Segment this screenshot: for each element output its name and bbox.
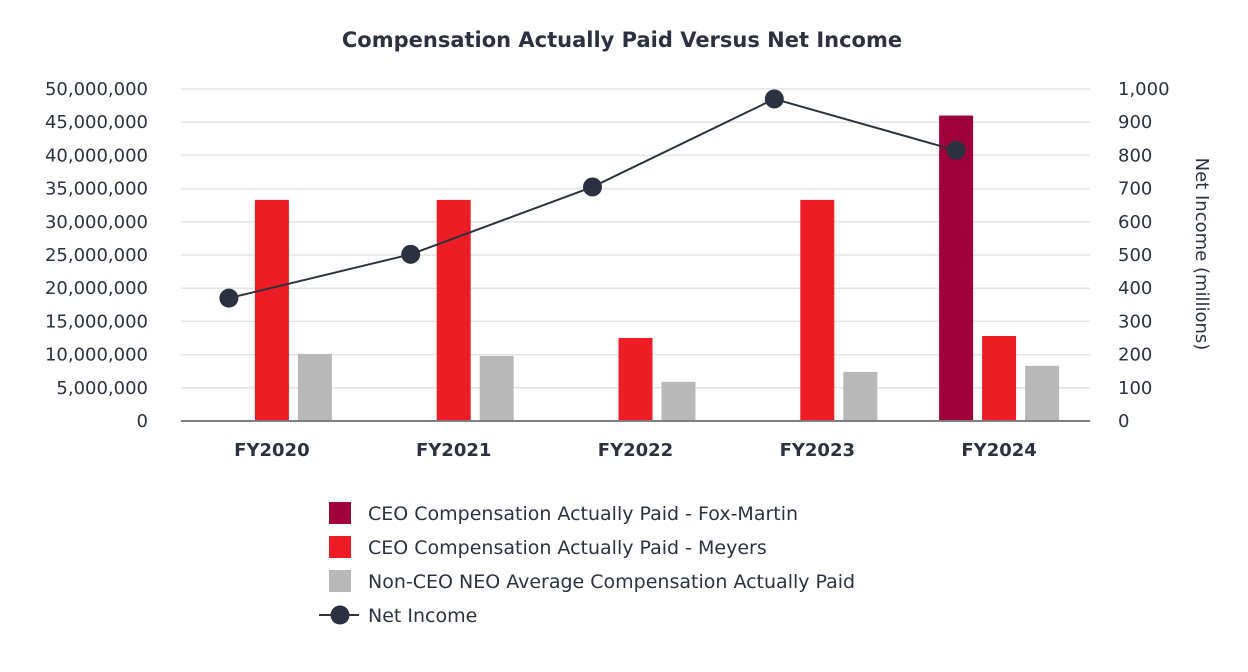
bar-fy2024-s1 bbox=[982, 336, 1017, 421]
right-tick-label: 300 bbox=[1118, 311, 1152, 332]
left-tick-label: 45,000,000 bbox=[45, 112, 148, 133]
x-tick-label: FY2021 bbox=[416, 440, 491, 461]
right-tick-label: 700 bbox=[1118, 179, 1152, 200]
legend: CEO Compensation Actually Paid - Fox-Mar… bbox=[319, 502, 855, 627]
bar-fy2021-s1 bbox=[436, 199, 471, 421]
left-tick-label: 35,000,000 bbox=[45, 179, 148, 200]
right-axis-ticks: 0 100 200 300 400 500 600 700 800 900 1,000 bbox=[1118, 79, 1170, 432]
bar-fy2022-s1 bbox=[618, 338, 653, 421]
left-tick-label: 10,000,000 bbox=[45, 345, 148, 366]
bar-fy2020-s1 bbox=[254, 199, 289, 421]
right-tick-label: 100 bbox=[1118, 378, 1152, 399]
right-tick-label: 400 bbox=[1118, 278, 1152, 299]
left-tick-label: 5,000,000 bbox=[56, 378, 148, 399]
x-tick-label: FY2020 bbox=[234, 440, 309, 461]
left-axis-ticks: 0 5,000,000 10,000,000 15,000,000 20,000,000… bbox=[45, 79, 148, 432]
gridlines bbox=[181, 88, 1090, 389]
legend-swatch bbox=[329, 570, 351, 592]
chart-title: Compensation Actually Paid Versus Net In… bbox=[342, 28, 902, 52]
net-income-point bbox=[401, 244, 421, 264]
net-income-series bbox=[219, 89, 966, 308]
left-tick-label: 15,000,000 bbox=[45, 311, 148, 332]
legend-marker bbox=[330, 605, 350, 625]
x-tick-label: FY2023 bbox=[780, 440, 855, 461]
net-income-point bbox=[946, 140, 966, 160]
x-tick-label: FY2022 bbox=[598, 440, 673, 461]
left-tick-label: 25,000,000 bbox=[45, 245, 148, 266]
bars bbox=[254, 115, 1060, 421]
net-income-point bbox=[583, 177, 602, 197]
legend-label: CEO Compensation Actually Paid - Fox-Mar… bbox=[368, 503, 798, 525]
left-tick-label: 50,000,000 bbox=[45, 79, 148, 100]
net-income-point bbox=[219, 288, 239, 308]
right-tick-label: 0 bbox=[1118, 411, 1129, 432]
bar-fy2023-s2 bbox=[843, 371, 878, 421]
bar-fy2022-s2 bbox=[661, 381, 696, 421]
right-tick-label: 800 bbox=[1118, 145, 1152, 166]
legend-label: CEO Compensation Actually Paid - Meyers bbox=[368, 537, 767, 559]
right-tick-label: 900 bbox=[1118, 112, 1152, 133]
legend-swatch bbox=[329, 536, 351, 558]
right-tick-label: 200 bbox=[1118, 345, 1152, 366]
left-tick-label: 20,000,000 bbox=[45, 278, 148, 299]
bar-fy2023-s1 bbox=[800, 199, 835, 421]
bar-fy2024-s2 bbox=[1025, 365, 1060, 421]
x-axis-labels: FY2020 FY2021 FY2022 FY2023 FY2024 bbox=[234, 440, 1037, 461]
bar-fy2020-s2 bbox=[297, 353, 332, 421]
legend-label: Net Income bbox=[368, 605, 477, 627]
bar-fy2024-s0 bbox=[939, 115, 974, 421]
legend-label: Non-CEO NEO Average Compensation Actuall… bbox=[368, 571, 855, 593]
legend-swatch bbox=[329, 502, 351, 524]
left-tick-label: 30,000,000 bbox=[45, 212, 148, 233]
left-tick-label: 40,000,000 bbox=[45, 145, 148, 166]
net-income-point bbox=[764, 89, 784, 109]
right-tick-label: 1,000 bbox=[1118, 79, 1170, 100]
right-tick-label: 500 bbox=[1118, 245, 1152, 266]
x-tick-label: FY2024 bbox=[961, 440, 1036, 461]
right-tick-label: 600 bbox=[1118, 212, 1152, 233]
right-axis-title: Net Income (millions) bbox=[1191, 158, 1212, 351]
bar-fy2021-s2 bbox=[479, 355, 514, 421]
net-income-line bbox=[228, 97, 957, 300]
left-tick-label: 0 bbox=[137, 411, 148, 432]
